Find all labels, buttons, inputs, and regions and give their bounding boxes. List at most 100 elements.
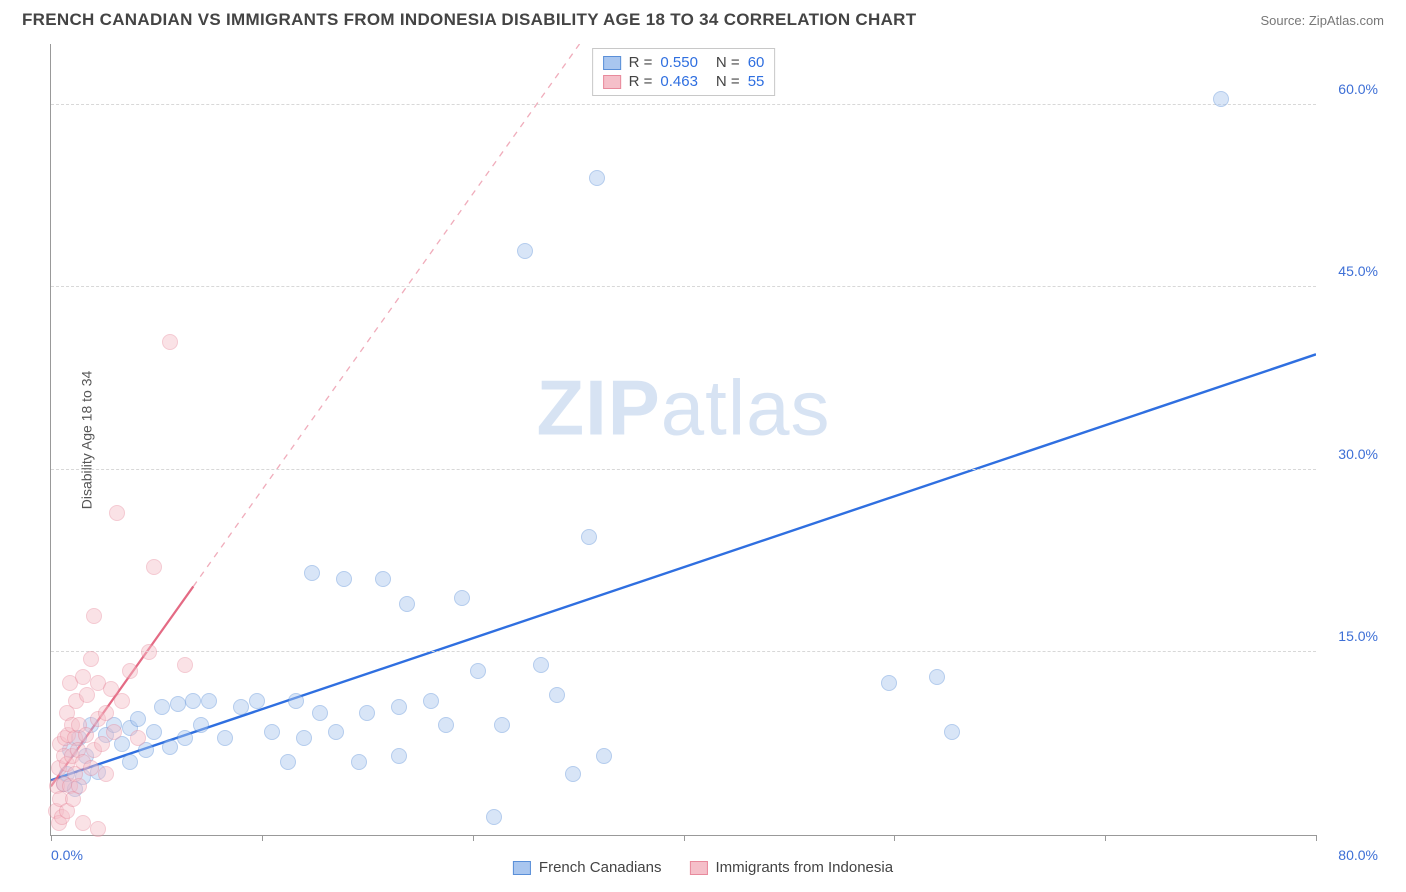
scatter-point	[83, 760, 99, 776]
scatter-point	[288, 693, 304, 709]
y-gridline	[51, 104, 1316, 105]
scatter-point	[881, 675, 897, 691]
scatter-point	[375, 571, 391, 587]
source-label: Source: ZipAtlas.com	[1260, 13, 1384, 28]
legend-swatch	[603, 75, 621, 89]
scatter-point	[75, 815, 91, 831]
x-tick	[1105, 835, 1106, 841]
legend-r-label: R =	[629, 54, 653, 71]
scatter-point	[130, 711, 146, 727]
plot-area: Disability Age 18 to 34 0.0% 80.0% ZIPat…	[50, 44, 1316, 836]
scatter-point	[336, 571, 352, 587]
scatter-point	[83, 651, 99, 667]
scatter-point	[122, 754, 138, 770]
scatter-point	[264, 724, 280, 740]
legend-n-value: 60	[748, 54, 765, 71]
y-gridline	[51, 469, 1316, 470]
scatter-point	[106, 724, 122, 740]
legend-series-label: Immigrants from Indonesia	[716, 859, 894, 876]
trend-lines	[51, 44, 1316, 835]
scatter-point	[201, 693, 217, 709]
scatter-point	[581, 529, 597, 545]
scatter-point	[328, 724, 344, 740]
legend-series-item: French Canadians	[513, 859, 662, 876]
y-gridline	[51, 651, 1316, 652]
scatter-point	[75, 669, 91, 685]
scatter-point	[391, 699, 407, 715]
scatter-point	[517, 243, 533, 259]
y-tick-label: 45.0%	[1338, 263, 1378, 279]
scatter-point	[944, 724, 960, 740]
scatter-point	[494, 717, 510, 733]
legend-r-label: R =	[629, 73, 653, 90]
scatter-point	[217, 730, 233, 746]
x-tick	[684, 835, 685, 841]
scatter-point	[90, 821, 106, 837]
plot-wrap: Disability Age 18 to 34 0.0% 80.0% ZIPat…	[50, 44, 1384, 836]
legend-correlation-row: R = 0.550 N = 60	[603, 53, 765, 72]
legend-correlation-row: R = 0.463 N = 55	[603, 72, 765, 91]
scatter-point	[454, 590, 470, 606]
scatter-point	[280, 754, 296, 770]
scatter-point	[170, 696, 186, 712]
x-max-label: 80.0%	[1338, 847, 1378, 863]
scatter-point	[154, 699, 170, 715]
legend-r-value: 0.463	[660, 73, 698, 90]
title-bar: FRENCH CANADIAN VS IMMIGRANTS FROM INDON…	[0, 0, 1406, 36]
x-tick	[51, 835, 52, 841]
scatter-point	[141, 644, 157, 660]
legend-n-label: N =	[716, 54, 740, 71]
legend-swatch	[603, 56, 621, 70]
legend-swatch	[690, 861, 708, 875]
scatter-point	[399, 596, 415, 612]
legend-n-label: N =	[716, 73, 740, 90]
scatter-point	[391, 748, 407, 764]
y-tick-label: 60.0%	[1338, 81, 1378, 97]
x-tick	[473, 835, 474, 841]
scatter-point	[359, 705, 375, 721]
scatter-point	[94, 736, 110, 752]
scatter-point	[130, 730, 146, 746]
scatter-point	[98, 705, 114, 721]
scatter-point	[177, 730, 193, 746]
scatter-point	[162, 334, 178, 350]
scatter-point	[549, 687, 565, 703]
scatter-point	[596, 748, 612, 764]
scatter-point	[78, 727, 94, 743]
scatter-point	[312, 705, 328, 721]
x-origin-label: 0.0%	[51, 847, 83, 863]
y-tick-label: 15.0%	[1338, 628, 1378, 644]
scatter-point	[423, 693, 439, 709]
scatter-point	[162, 739, 178, 755]
scatter-point	[929, 669, 945, 685]
scatter-point	[351, 754, 367, 770]
x-tick	[1316, 835, 1317, 841]
x-tick	[894, 835, 895, 841]
scatter-point	[486, 809, 502, 825]
legend-r-value: 0.550	[660, 54, 698, 71]
scatter-point	[109, 505, 125, 521]
scatter-point	[233, 699, 249, 715]
scatter-point	[185, 693, 201, 709]
legend-series: French Canadians Immigrants from Indonesi…	[513, 859, 893, 876]
scatter-point	[296, 730, 312, 746]
y-axis-title: Disability Age 18 to 34	[78, 370, 94, 509]
chart-title: FRENCH CANADIAN VS IMMIGRANTS FROM INDON…	[22, 10, 916, 30]
x-tick	[262, 835, 263, 841]
scatter-point	[71, 778, 87, 794]
scatter-point	[470, 663, 486, 679]
scatter-point	[86, 608, 102, 624]
scatter-point	[193, 717, 209, 733]
scatter-point	[122, 663, 138, 679]
legend-series-label: French Canadians	[539, 859, 662, 876]
scatter-point	[177, 657, 193, 673]
scatter-point	[533, 657, 549, 673]
scatter-point	[1213, 91, 1229, 107]
scatter-point	[146, 724, 162, 740]
y-gridline	[51, 286, 1316, 287]
watermark: ZIPatlas	[536, 362, 830, 453]
legend-series-item: Immigrants from Indonesia	[690, 859, 894, 876]
legend-correlation: R = 0.550 N = 60 R = 0.463 N = 55	[592, 48, 776, 96]
legend-n-value: 55	[748, 73, 765, 90]
scatter-point	[146, 559, 162, 575]
